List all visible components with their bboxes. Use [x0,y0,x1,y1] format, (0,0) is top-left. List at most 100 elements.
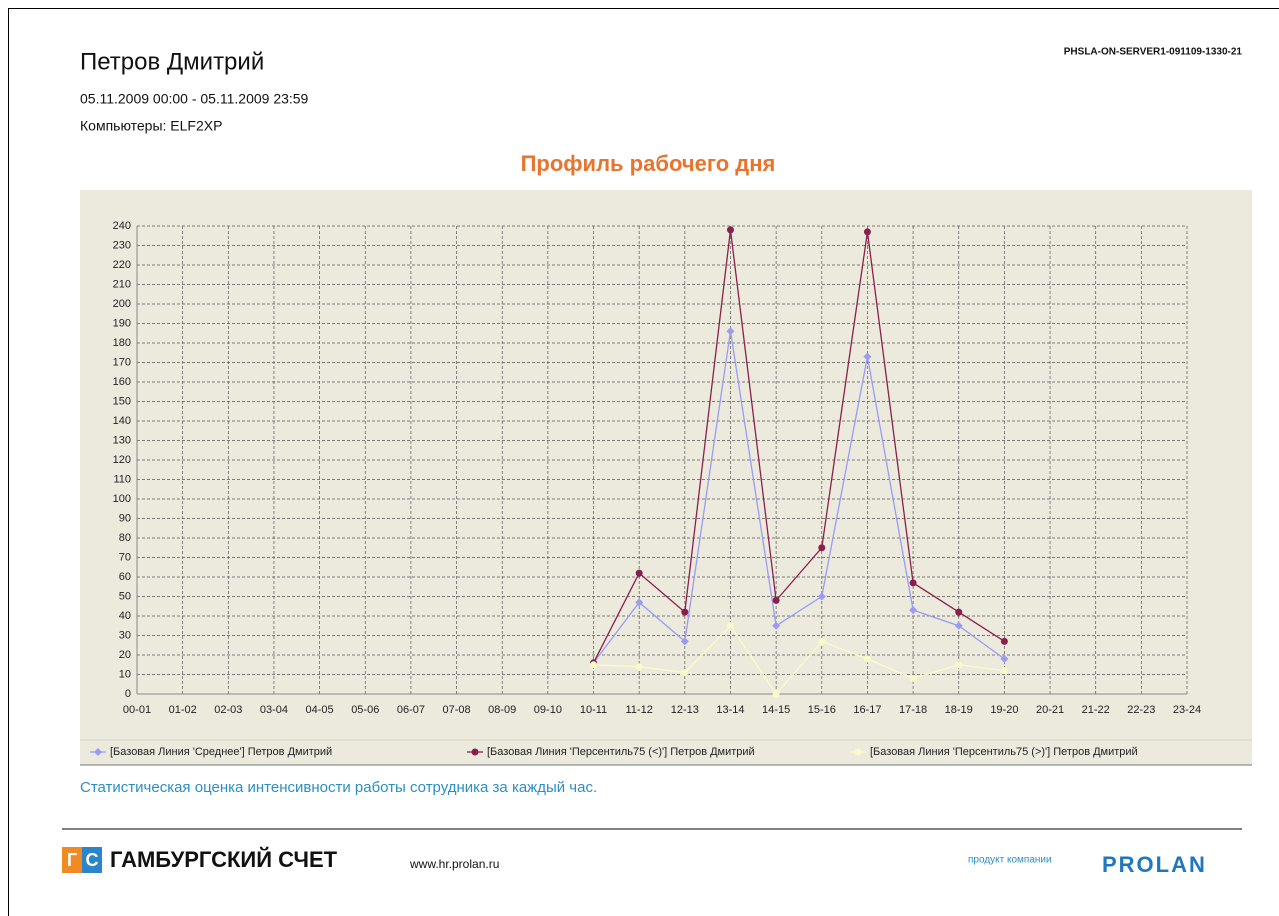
period: 05.11.2009 00:00 - 05.11.2009 23:59 [80,91,309,107]
y-tick-label: 220 [113,259,131,271]
y-tick-label: 120 [113,454,131,466]
x-tick-label: 18-19 [945,704,973,716]
y-tick-label: 150 [113,395,131,407]
data-point [863,655,871,663]
legend-swatch [854,748,862,756]
legend-swatch [94,748,102,756]
data-point [772,621,781,630]
y-tick-label: 170 [113,356,131,368]
y-tick-label: 200 [113,298,131,310]
legend-label: [Базовая Линия 'Персентиль75 (<)'] Петро… [487,746,755,758]
data-point [909,579,917,587]
x-tick-label: 22-23 [1127,704,1155,716]
x-tick-label: 06-07 [397,704,425,716]
data-point [1000,667,1008,675]
x-tick-label: 23-24 [1173,704,1201,716]
x-tick-label: 16-17 [853,704,881,716]
brand-url: www.hr.prolan.ru [409,857,499,871]
data-point [818,544,826,552]
data-point [726,226,734,234]
series-line [593,331,1005,664]
page-frame [8,8,1279,916]
y-tick-label: 40 [119,610,131,622]
x-tick-label: 00-01 [123,704,151,716]
data-point [772,596,780,604]
y-tick-label: 80 [119,532,131,544]
x-tick-label: 20-21 [1036,704,1064,716]
data-point [954,621,963,630]
data-point [726,327,735,336]
x-tick-label: 03-04 [260,704,288,716]
y-tick-label: 20 [119,649,131,661]
brand: ГАМБУРГСКИЙ СЧЕТ [110,847,338,872]
y-tick-label: 60 [119,571,131,583]
data-point [681,669,689,677]
data-point [590,661,598,669]
y-tick-label: 100 [113,493,131,505]
data-point [955,608,963,616]
vendor-note: продукт компании [968,855,1052,866]
x-tick-label: 19-20 [990,704,1018,716]
x-tick-label: 14-15 [762,704,790,716]
data-point [909,606,918,615]
computers: Компьютеры: ELF2XP [80,118,222,134]
chart-title: Профиль рабочего дня [521,151,776,176]
data-point [818,637,826,645]
x-tick-label: 08-09 [488,704,516,716]
y-tick-label: 50 [119,590,131,602]
y-tick-label: 180 [113,337,131,349]
series-line [592,229,1005,664]
x-tick-label: 15-16 [808,704,836,716]
y-tick-label: 190 [113,317,131,329]
x-tick-label: 10-11 [580,704,607,716]
x-tick-label: 21-22 [1082,704,1110,716]
data-point [817,592,826,601]
data-point [1000,637,1008,645]
x-tick-label: 13-14 [716,704,744,716]
data-point [863,228,871,236]
y-tick-label: 110 [113,473,131,485]
legend-label: [Базовая Линия 'Среднее'] Петров Дмитрий [110,746,332,758]
x-tick-label: 04-05 [306,704,334,716]
x-tick-label: 01-02 [169,704,197,716]
data-point [635,598,644,607]
y-tick-label: 210 [113,278,131,290]
x-tick-label: 11-12 [626,704,653,716]
chart-panel [80,190,1252,765]
legend-swatch [471,748,479,756]
x-tick-label: 02-03 [214,704,242,716]
data-point [909,674,917,682]
y-tick-label: 240 [113,220,131,232]
data-point [955,661,963,669]
x-tick-label: 12-13 [671,704,699,716]
report-id: PHSLA-ON-SERVER1-091109-1330-21 [1064,47,1243,58]
y-tick-label: 0 [125,688,131,700]
x-tick-label: 07-08 [442,704,470,716]
data-point [772,690,780,698]
y-tick-label: 90 [119,512,131,524]
series-line [593,624,1005,696]
logo-box-right [82,847,102,873]
x-tick-label: 09-10 [534,704,562,716]
data-point [635,569,643,577]
y-tick-label: 130 [113,434,131,446]
x-tick-label: 05-06 [351,704,379,716]
data-point [681,608,689,616]
logo-letter: С [86,850,99,870]
data-point [863,352,872,361]
data-point [635,663,643,671]
y-tick-label: 140 [113,415,131,427]
data-point [680,637,689,646]
y-tick-label: 230 [113,239,131,251]
employee-name: Петров Дмитрий [80,48,264,75]
logo-box-left [62,847,82,873]
logo-letter: Г [67,850,77,870]
y-tick-label: 30 [119,629,131,641]
y-tick-label: 70 [119,551,131,563]
y-tick-label: 160 [113,376,131,388]
caption: Статистическая оценка интенсивности рабо… [80,779,597,796]
y-tick-label: 10 [119,668,131,680]
data-point [726,622,734,630]
